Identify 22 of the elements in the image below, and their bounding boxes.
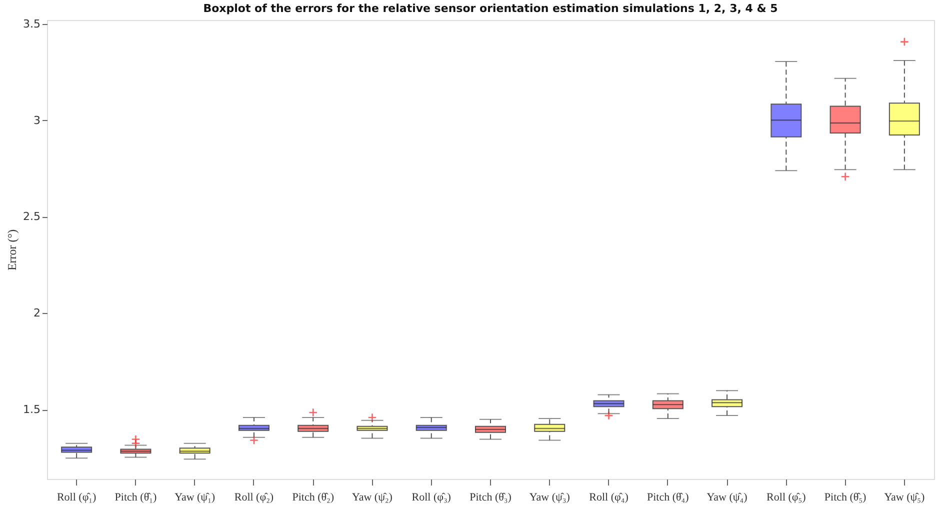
x-tick-label: Roll (φ̂₅) <box>766 492 806 504</box>
x-tick-label: Pitch (θ̂₁) <box>114 492 157 504</box>
chart-title: Boxplot of the errors for the relative sensor orientation estimation simulations 1, 2, 3, 4 & 5 <box>203 2 778 15</box>
y-tick-label: 2.5 <box>23 210 40 224</box>
x-tick-label: Pitch (θ̂₅) <box>824 492 867 504</box>
x-tick-label: Roll (φ̂₄) <box>589 492 629 504</box>
x-tick-label: Yaw (ψ̂₅) <box>884 492 925 504</box>
y-tick-label: 3.5 <box>23 17 40 30</box>
y-tick-label: 1.5 <box>23 403 40 416</box>
x-tick-label: Pitch (θ̂₃) <box>470 492 512 504</box>
x-tick-label: Yaw (ψ̂₂) <box>352 492 393 504</box>
x-tick-label: Roll (φ̂₂) <box>234 492 274 504</box>
y-tick-label: 2 <box>34 306 40 320</box>
x-tick-label: Pitch (θ̂₄) <box>647 492 690 504</box>
x-tick-label: Roll (φ̂₁) <box>56 492 97 504</box>
x-tick-label: Yaw (ψ̂₁) <box>174 492 216 504</box>
y-tick-label: 3 <box>34 114 40 127</box>
x-tick-label: Roll (φ̂₃) <box>412 492 452 504</box>
x-tick-label: Yaw (ψ̂₄) <box>706 492 748 504</box>
x-tick-label: Yaw (ψ̂₃) <box>529 492 570 504</box>
x-tick-label: Pitch (θ̂₂) <box>292 492 334 504</box>
y-axis-title: Error (°) <box>5 229 20 271</box>
